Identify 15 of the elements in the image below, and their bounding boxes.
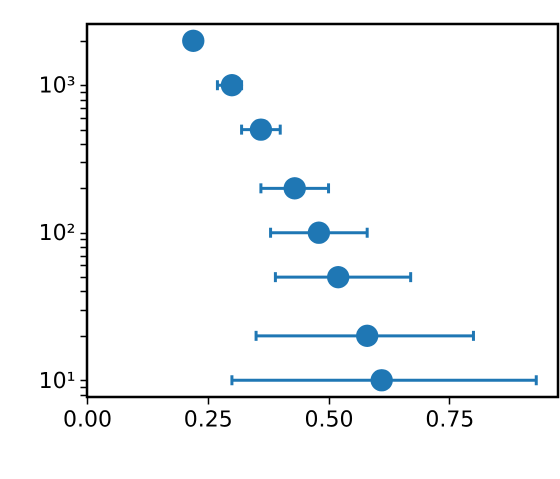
point [356, 324, 378, 348]
y-tick-label: 10¹ [38, 368, 76, 394]
x-tick-label: 0.75 [425, 408, 474, 432]
point [182, 30, 204, 52]
x-tick-label: 0.50 [304, 408, 354, 432]
point [284, 177, 306, 200]
x-tick-label: 0.00 [63, 408, 112, 432]
point [370, 369, 393, 392]
y-tick-label: 10² [38, 221, 76, 246]
y-tick-label: 10³ [38, 74, 76, 99]
point [308, 222, 330, 244]
point [327, 266, 350, 288]
x-tick-label: 0.25 [184, 408, 233, 432]
point [250, 118, 272, 141]
point [220, 74, 244, 96]
